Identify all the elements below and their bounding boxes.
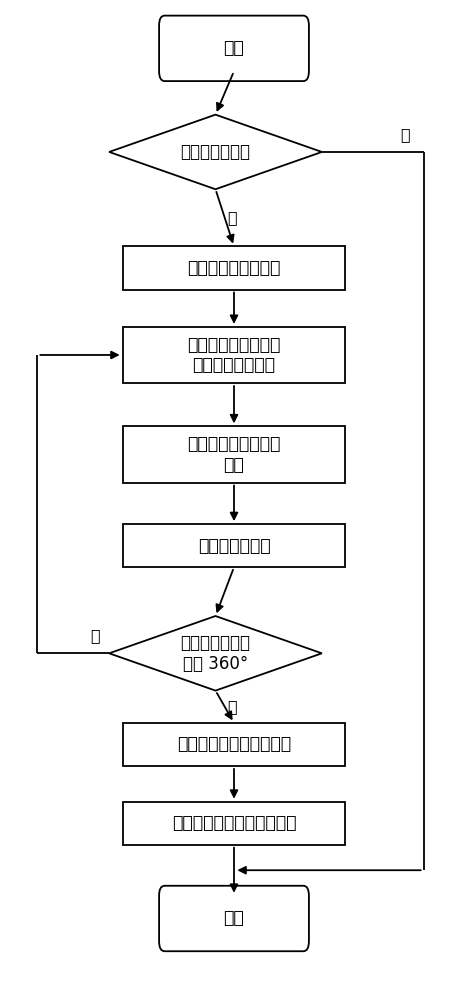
FancyBboxPatch shape — [123, 327, 345, 383]
Text: 否: 否 — [400, 127, 410, 142]
Text: 发送指令，电动旋转
滑台旋转一个角度: 发送指令，电动旋转 滑台旋转一个角度 — [187, 336, 281, 374]
FancyBboxPatch shape — [159, 886, 309, 951]
Text: 是: 是 — [227, 699, 237, 714]
Text: 激光雷达测量并记录
数据: 激光雷达测量并记录 数据 — [187, 435, 281, 474]
Text: 各组件连接正常: 各组件连接正常 — [181, 143, 250, 161]
FancyBboxPatch shape — [159, 16, 309, 81]
FancyBboxPatch shape — [123, 426, 345, 483]
Text: 结束: 结束 — [224, 909, 244, 927]
Text: 旋转台是否转完
一周 360°: 旋转台是否转完 一周 360° — [181, 634, 250, 673]
Text: 否: 否 — [90, 628, 100, 643]
Text: 相机拍照并记录: 相机拍照并记录 — [197, 537, 271, 555]
Polygon shape — [109, 115, 322, 189]
Text: 质量称重并记录数据: 质量称重并记录数据 — [187, 259, 281, 277]
Text: 计算体积和比容，输出结果: 计算体积和比容，输出结果 — [172, 814, 296, 832]
Text: 生成点云数据和三维图像: 生成点云数据和三维图像 — [177, 735, 291, 753]
FancyBboxPatch shape — [123, 246, 345, 290]
Text: 是: 是 — [227, 210, 237, 225]
FancyBboxPatch shape — [123, 723, 345, 766]
Polygon shape — [109, 616, 322, 691]
FancyBboxPatch shape — [123, 524, 345, 567]
FancyBboxPatch shape — [123, 802, 345, 845]
Text: 开始: 开始 — [224, 39, 244, 57]
